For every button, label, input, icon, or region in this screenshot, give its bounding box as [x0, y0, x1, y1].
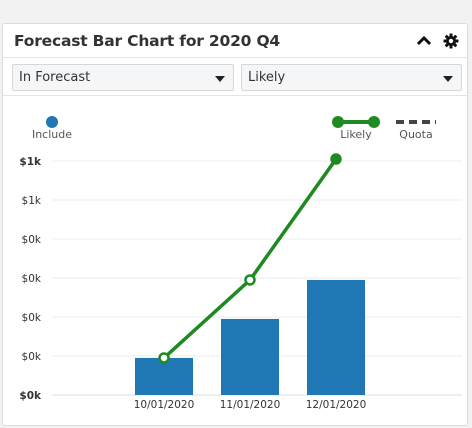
y-tick-label: $0k [19, 390, 42, 402]
likely-point-10/01/2020[interactable] [158, 352, 170, 364]
y-tick-label: $0k [22, 273, 42, 285]
x-tick-label: 12/01/2020 [306, 399, 367, 411]
bar-10/01/2020[interactable] [135, 357, 193, 395]
y-tick-label: $1k [19, 156, 42, 168]
legend: Include Likely Quota [32, 116, 436, 141]
filter-bar: In Forecast Likely [3, 58, 467, 96]
dashlet-header: Forecast Bar Chart for 2020 Q4 [3, 24, 467, 58]
quota-legend-label: Quota [399, 128, 432, 141]
caret-down-icon [443, 76, 453, 82]
likely-filter-value: Likely [248, 70, 286, 85]
y-tick-label: $0k [22, 351, 42, 363]
likely-point-11/01/2020[interactable] [244, 274, 256, 286]
y-tick-label: $1k [22, 195, 42, 207]
likely-legend-label: Likely [340, 128, 372, 141]
likely-point-12/01/2020[interactable] [330, 153, 342, 165]
include-legend-label: Include [32, 128, 72, 141]
bar-series [135, 279, 365, 395]
dashlet-title: Forecast Bar Chart for 2020 Q4 [14, 32, 281, 50]
y-tick-label: $0k [22, 234, 42, 246]
forecast-filter-select[interactable]: In Forecast [12, 64, 234, 91]
x-tick-label: 10/01/2020 [134, 399, 195, 411]
bar-12/01/2020[interactable] [307, 279, 365, 395]
likely-legend-dot-left [332, 116, 344, 128]
chevron-up-icon[interactable] [416, 33, 432, 49]
gear-icon[interactable] [443, 33, 459, 49]
forecast-filter-value: In Forecast [19, 70, 91, 85]
x-tick-label: 11/01/2020 [220, 399, 281, 411]
x-axis-ticks: 10/01/2020 11/01/2020 12/01/2020 [134, 399, 367, 411]
y-tick-label: $0k [22, 312, 42, 324]
bar-11/01/2020[interactable] [221, 318, 279, 395]
include-legend-dot[interactable] [46, 116, 58, 128]
caret-down-icon [215, 76, 225, 82]
y-axis-ticks: $0k $0k $0k $0k $0k $1k $1k [19, 156, 42, 402]
likely-legend-dot-right [368, 116, 380, 128]
likely-filter-select[interactable]: Likely [241, 64, 462, 91]
line-series [158, 153, 342, 364]
